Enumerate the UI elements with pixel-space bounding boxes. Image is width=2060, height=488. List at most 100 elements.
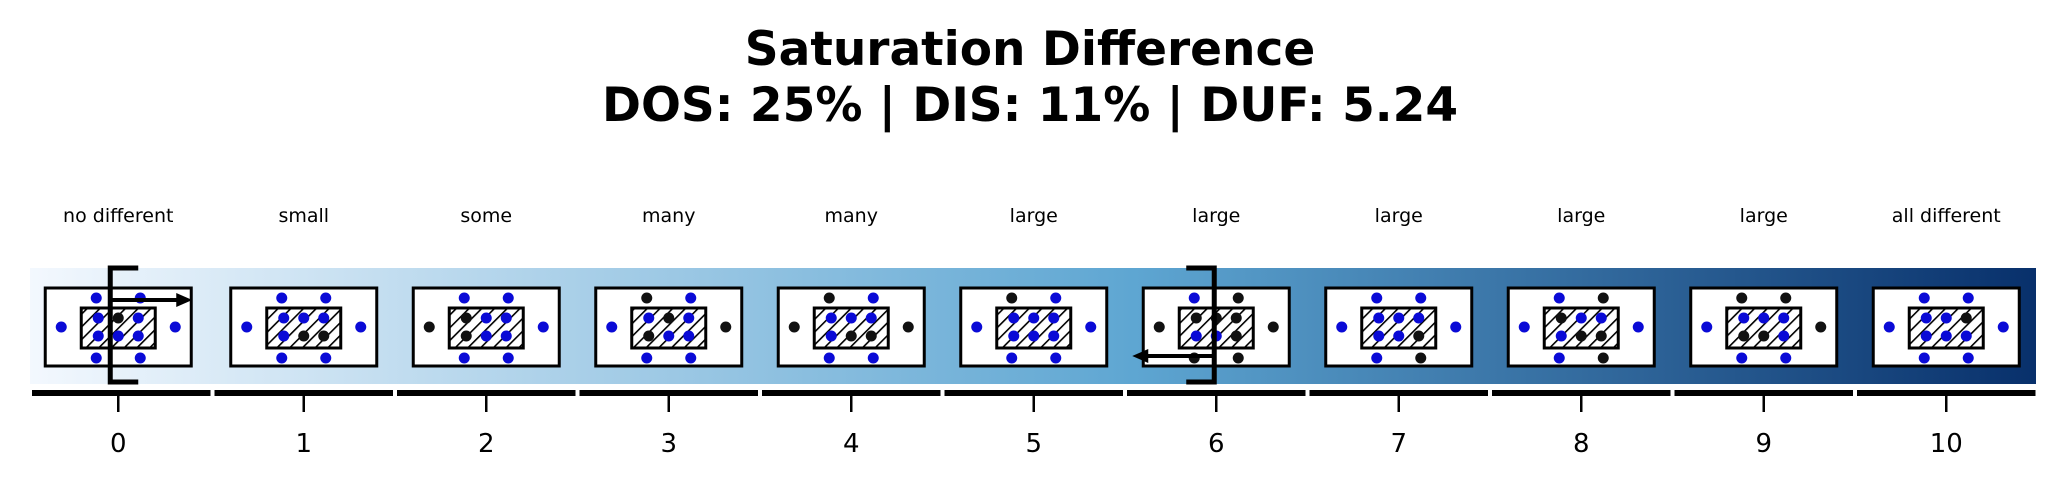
scale-cell-1: small 1: [214, 205, 393, 459]
dot: [1371, 292, 1383, 304]
dot: [55, 321, 67, 333]
dot: [112, 312, 124, 324]
tick-label: 10: [1930, 429, 1963, 459]
axis-segment: [762, 390, 941, 396]
dot: [1632, 321, 1644, 333]
tick-label: 5: [1025, 429, 1042, 459]
axis-segment: [214, 390, 393, 396]
arrow-left-icon: [1132, 349, 1149, 363]
diagram-subtitle: DOS: 25% | DIS: 11% | DUF: 5.24: [601, 78, 1459, 133]
tick-label: 3: [660, 429, 677, 459]
dot: [1232, 352, 1244, 364]
scale-cell-10: all different 10: [1857, 205, 2036, 459]
dot: [1230, 330, 1242, 342]
dot: [823, 292, 835, 304]
dot: [1962, 292, 1974, 304]
dot: [132, 330, 144, 342]
dot: [1230, 312, 1242, 324]
dot: [1883, 321, 1895, 333]
tick-label: 7: [1390, 429, 1407, 459]
dot: [683, 312, 695, 324]
tick-label: 8: [1573, 429, 1590, 459]
dot: [480, 312, 492, 324]
dot: [1575, 312, 1587, 324]
cell-label: many: [642, 205, 695, 227]
dot: [1393, 330, 1405, 342]
dot: [1780, 352, 1792, 364]
dot: [1575, 330, 1587, 342]
dot: [278, 312, 290, 324]
dot: [825, 312, 837, 324]
scale-cell-2: some 2: [397, 205, 576, 459]
dot: [685, 292, 697, 304]
dot: [1413, 330, 1425, 342]
axis-segment: [1492, 390, 1671, 396]
dot: [134, 352, 146, 364]
dot: [1190, 330, 1202, 342]
dot: [1815, 321, 1827, 333]
dot: [1188, 292, 1200, 304]
cell-label: all different: [1892, 205, 2001, 227]
dot: [1555, 330, 1567, 342]
dot: [1553, 292, 1565, 304]
dot: [902, 321, 914, 333]
dot: [502, 352, 514, 364]
dot: [1415, 352, 1427, 364]
right-bracket: [1186, 265, 1217, 385]
dot: [278, 330, 290, 342]
dot: [1450, 321, 1462, 333]
axis-segment: [1309, 390, 1488, 396]
tick-label: 9: [1755, 429, 1772, 459]
dot: [1373, 330, 1385, 342]
dot: [1555, 312, 1567, 324]
cells-layer: no different 0 small 1 some 2 many 3 many 4 large 5…: [32, 205, 2036, 459]
dot: [641, 352, 653, 364]
dot: [298, 312, 310, 324]
cell-label: some: [460, 205, 512, 227]
inner-hatched-box: [812, 306, 890, 350]
dot: [1028, 330, 1040, 342]
dot: [823, 352, 835, 364]
axis-segment: [397, 390, 576, 396]
dot: [1050, 292, 1062, 304]
dot: [1006, 292, 1018, 304]
dot: [460, 312, 472, 324]
dot: [1048, 330, 1060, 342]
dot: [1190, 312, 1202, 324]
dot: [90, 292, 102, 304]
dot: [92, 312, 104, 324]
dot: [1918, 292, 1930, 304]
dot: [92, 330, 104, 342]
axis-segment: [1674, 390, 1853, 396]
dot: [1050, 352, 1062, 364]
dot: [460, 330, 472, 342]
cell-label: large: [1740, 205, 1788, 227]
dot: [1373, 312, 1385, 324]
dot: [500, 312, 512, 324]
dot: [788, 321, 800, 333]
dot: [1553, 352, 1565, 364]
dot: [1336, 321, 1348, 333]
dot: [845, 330, 857, 342]
diagram-title: Saturation Difference: [744, 22, 1316, 77]
dot: [1595, 330, 1607, 342]
cell-label: small: [278, 205, 329, 227]
dot: [1962, 352, 1974, 364]
dot: [480, 330, 492, 342]
axis-segment: [1857, 390, 2036, 396]
dot: [241, 321, 253, 333]
dot: [1736, 292, 1748, 304]
dot: [1415, 292, 1427, 304]
dot: [169, 321, 181, 333]
dot: [1960, 330, 1972, 342]
dot: [1997, 321, 2009, 333]
cell-label: large: [1557, 205, 1605, 227]
dot: [90, 352, 102, 364]
dot: [1597, 352, 1609, 364]
dot: [1267, 321, 1279, 333]
dot: [318, 312, 330, 324]
dot: [1371, 352, 1383, 364]
dot: [606, 321, 618, 333]
dot: [423, 321, 435, 333]
